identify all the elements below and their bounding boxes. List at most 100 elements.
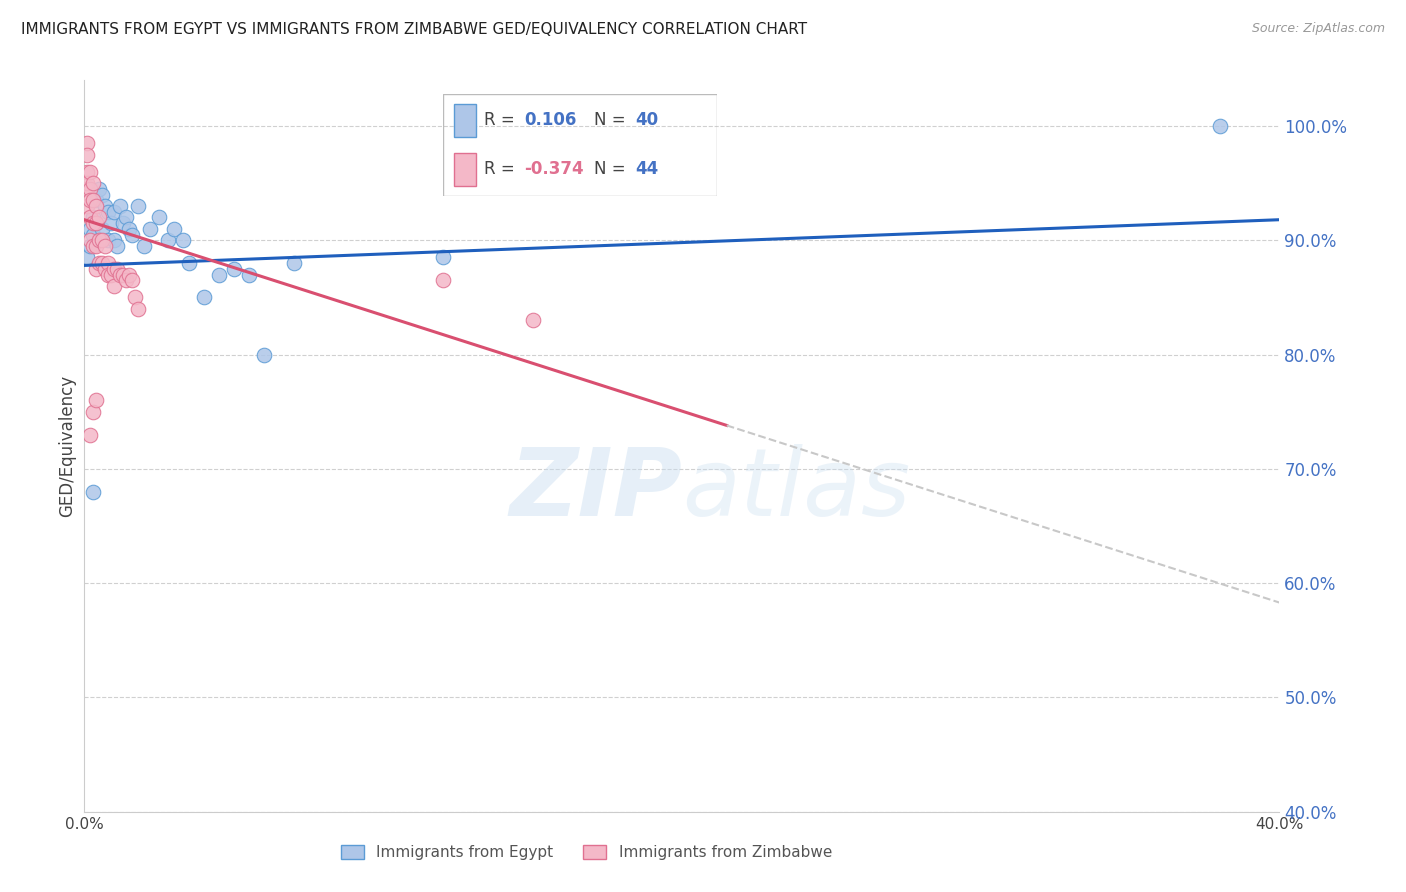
- Point: [118, 268, 141, 282]
- Text: 0.106: 0.106: [524, 111, 576, 128]
- Point: [103, 233, 125, 247]
- Point: [163, 222, 186, 236]
- Point: [124, 290, 146, 304]
- Point: [86, 261, 108, 276]
- Point: [79, 211, 101, 225]
- Point: [121, 273, 143, 287]
- Point: [522, 313, 544, 327]
- Point: [86, 216, 108, 230]
- Point: [86, 393, 108, 408]
- Point: [89, 233, 111, 247]
- Point: [112, 268, 135, 282]
- Point: [82, 211, 104, 225]
- Text: R =: R =: [484, 160, 520, 178]
- Point: [112, 216, 135, 230]
- Point: [238, 268, 260, 282]
- Point: [97, 256, 120, 270]
- Point: [82, 484, 104, 499]
- Point: [82, 227, 104, 242]
- Point: [118, 222, 141, 236]
- Point: [76, 199, 98, 213]
- Point: [97, 204, 120, 219]
- Legend: Immigrants from Egypt, Immigrants from Zimbabwe: Immigrants from Egypt, Immigrants from Z…: [335, 839, 838, 866]
- Point: [82, 239, 104, 253]
- Bar: [454, 153, 475, 186]
- Point: [86, 239, 108, 253]
- Point: [432, 273, 454, 287]
- Point: [79, 182, 101, 196]
- Point: [148, 211, 170, 225]
- Point: [253, 347, 276, 362]
- Point: [103, 261, 125, 276]
- Point: [139, 222, 162, 236]
- Point: [82, 176, 104, 190]
- Point: [86, 199, 108, 213]
- Text: 40: 40: [636, 111, 658, 128]
- Point: [76, 136, 98, 150]
- Point: [103, 279, 125, 293]
- Point: [91, 233, 114, 247]
- Point: [432, 251, 454, 265]
- Point: [105, 261, 128, 276]
- Text: ZIP: ZIP: [509, 444, 682, 536]
- Point: [94, 199, 117, 213]
- Text: atlas: atlas: [682, 444, 910, 535]
- Point: [86, 216, 108, 230]
- Point: [76, 251, 98, 265]
- Point: [97, 268, 120, 282]
- Point: [79, 222, 101, 236]
- Text: IMMIGRANTS FROM EGYPT VS IMMIGRANTS FROM ZIMBABWE GED/EQUIVALENCY CORRELATION CH: IMMIGRANTS FROM EGYPT VS IMMIGRANTS FROM…: [21, 22, 807, 37]
- Point: [82, 194, 104, 208]
- Point: [1209, 119, 1232, 133]
- Text: N =: N =: [593, 111, 630, 128]
- Point: [89, 233, 111, 247]
- Point: [177, 256, 200, 270]
- Point: [76, 182, 98, 196]
- Point: [76, 165, 98, 179]
- Point: [193, 290, 215, 304]
- Point: [132, 239, 156, 253]
- Point: [100, 268, 122, 282]
- Point: [222, 261, 245, 276]
- Text: N =: N =: [593, 160, 630, 178]
- Point: [110, 268, 132, 282]
- Point: [76, 176, 98, 190]
- Bar: [454, 104, 475, 136]
- Point: [91, 256, 114, 270]
- Point: [79, 239, 101, 253]
- Point: [105, 239, 128, 253]
- Point: [115, 273, 138, 287]
- Point: [172, 233, 194, 247]
- Point: [82, 405, 104, 419]
- Point: [127, 301, 149, 316]
- Y-axis label: GED/Equivalency: GED/Equivalency: [58, 375, 76, 517]
- Point: [86, 194, 108, 208]
- Point: [97, 233, 120, 247]
- Point: [79, 233, 101, 247]
- Point: [283, 256, 305, 270]
- Text: -0.374: -0.374: [524, 160, 583, 178]
- Point: [94, 239, 117, 253]
- Point: [76, 147, 98, 161]
- Text: Source: ZipAtlas.com: Source: ZipAtlas.com: [1251, 22, 1385, 36]
- Point: [79, 427, 101, 442]
- Text: R =: R =: [484, 111, 520, 128]
- Point: [79, 165, 101, 179]
- Point: [94, 261, 117, 276]
- Point: [82, 216, 104, 230]
- Point: [115, 211, 138, 225]
- Point: [79, 194, 101, 208]
- Point: [89, 182, 111, 196]
- Point: [110, 199, 132, 213]
- Text: 44: 44: [636, 160, 658, 178]
- Point: [100, 216, 122, 230]
- Point: [121, 227, 143, 242]
- Point: [91, 187, 114, 202]
- Point: [103, 204, 125, 219]
- Point: [157, 233, 180, 247]
- Point: [89, 211, 111, 225]
- Point: [208, 268, 231, 282]
- Point: [91, 222, 114, 236]
- Point: [127, 199, 149, 213]
- Point: [89, 256, 111, 270]
